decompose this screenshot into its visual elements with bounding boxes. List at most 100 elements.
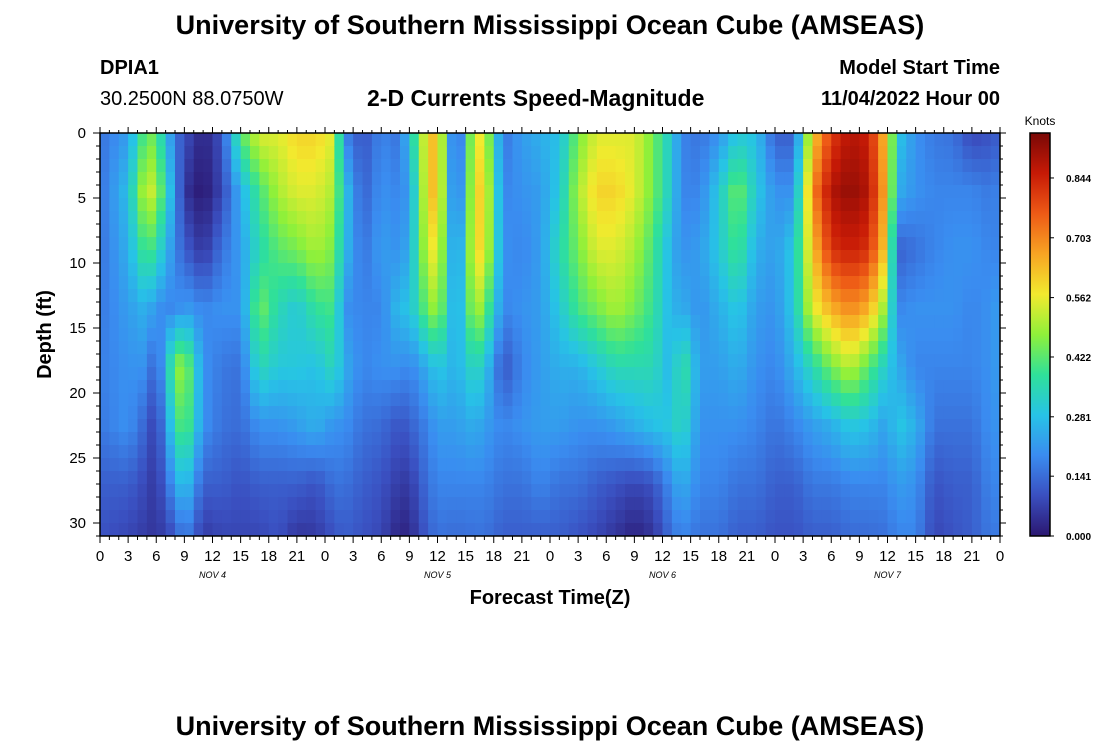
heat-cell <box>137 250 148 264</box>
heat-cell <box>925 445 935 459</box>
heat-cell <box>512 419 523 433</box>
heat-cell <box>465 133 476 147</box>
heat-cell <box>493 159 504 173</box>
heat-cell <box>390 458 401 472</box>
heat-cell <box>212 315 223 329</box>
heat-cell <box>371 380 382 394</box>
heat-cell <box>446 354 457 368</box>
heat-cell <box>503 302 514 316</box>
heat-cell <box>465 302 476 316</box>
heat-cell <box>203 211 214 225</box>
heat-cell <box>250 484 260 498</box>
x-tick-label: 15 <box>907 548 924 565</box>
heat-cell <box>568 263 579 277</box>
heat-cell <box>353 211 364 225</box>
heat-cell <box>146 198 157 212</box>
heat-cell <box>100 393 110 407</box>
heat-cell <box>231 250 242 264</box>
heat-cell <box>625 224 635 238</box>
heat-cell <box>990 523 1000 536</box>
heat-cell <box>671 471 682 485</box>
heat-cell <box>503 289 514 303</box>
heat-cell <box>887 237 898 251</box>
heat-cell <box>428 497 439 511</box>
heat-cell <box>625 328 635 342</box>
x-tick-label: 3 <box>799 548 807 565</box>
heat-cell <box>371 406 382 420</box>
heat-cell <box>259 328 270 342</box>
heat-cell <box>831 445 842 459</box>
heat-cell <box>268 393 279 407</box>
heat-cell <box>953 172 964 186</box>
heat-cell <box>559 510 570 524</box>
heat-cell <box>156 380 167 394</box>
heat-cell <box>343 432 354 446</box>
heat-cell <box>512 354 523 368</box>
heat-cell <box>268 250 279 264</box>
heat-cell <box>456 224 467 238</box>
heat-cell <box>428 380 439 394</box>
heat-cell <box>146 263 157 277</box>
heat-cell <box>540 445 551 459</box>
heat-cell <box>184 393 195 407</box>
heat-cell <box>231 302 242 316</box>
heat-cell <box>906 276 917 290</box>
heat-cell <box>671 458 682 472</box>
heat-cell <box>512 263 523 277</box>
heat-cell <box>803 419 814 433</box>
heat-cell <box>212 367 223 381</box>
heat-cell <box>268 198 279 212</box>
heat-cell <box>859 354 870 368</box>
heat-cell <box>306 406 317 420</box>
heat-cell <box>156 367 167 381</box>
heat-cell <box>943 237 954 251</box>
heat-cell <box>896 159 907 173</box>
heat-cell <box>484 523 495 536</box>
heat-cell <box>456 185 467 199</box>
heat-cell <box>128 133 139 147</box>
heat-cell <box>859 133 870 147</box>
heat-cell <box>953 523 964 536</box>
heat-cell <box>540 211 551 225</box>
heat-cell <box>671 354 682 368</box>
heat-cell <box>175 159 185 173</box>
heat-cell <box>362 250 373 264</box>
heat-cell <box>990 445 1000 459</box>
heat-cell <box>709 224 720 238</box>
heat-cell <box>493 198 504 212</box>
heat-cell <box>943 224 954 238</box>
heat-cell <box>465 484 476 498</box>
heat-cell <box>446 341 457 355</box>
heat-cell <box>578 523 589 536</box>
heat-cell <box>887 250 898 264</box>
heat-cell <box>418 341 429 355</box>
heat-cell <box>578 510 589 524</box>
heat-cell <box>409 367 420 381</box>
heat-cell <box>812 523 823 536</box>
heat-cell <box>128 510 139 524</box>
heat-cell <box>221 302 232 316</box>
heat-cell <box>240 510 251 524</box>
heat-cell <box>540 315 551 329</box>
colorbar-tick-label: 0.281 <box>1066 413 1091 424</box>
heat-cell <box>296 159 307 173</box>
x-tick-label: 9 <box>180 548 188 565</box>
heat-cell <box>531 523 542 536</box>
heat-cell <box>418 354 429 368</box>
heat-cell <box>531 510 542 524</box>
heat-cell <box>343 497 354 511</box>
heat-cell <box>934 185 945 199</box>
heat-cell <box>775 211 785 225</box>
heat-cell <box>343 471 354 485</box>
heat-cell <box>643 224 654 238</box>
x-tick-label: 6 <box>377 548 385 565</box>
heat-cell <box>718 354 729 368</box>
heat-cell <box>700 497 710 511</box>
heat-cell <box>146 328 157 342</box>
heat-cell <box>596 289 607 303</box>
heat-cell <box>934 471 945 485</box>
heat-cell <box>325 198 335 212</box>
heat-cell <box>465 328 476 342</box>
heat-cell <box>156 497 167 511</box>
heat-cell <box>128 458 139 472</box>
